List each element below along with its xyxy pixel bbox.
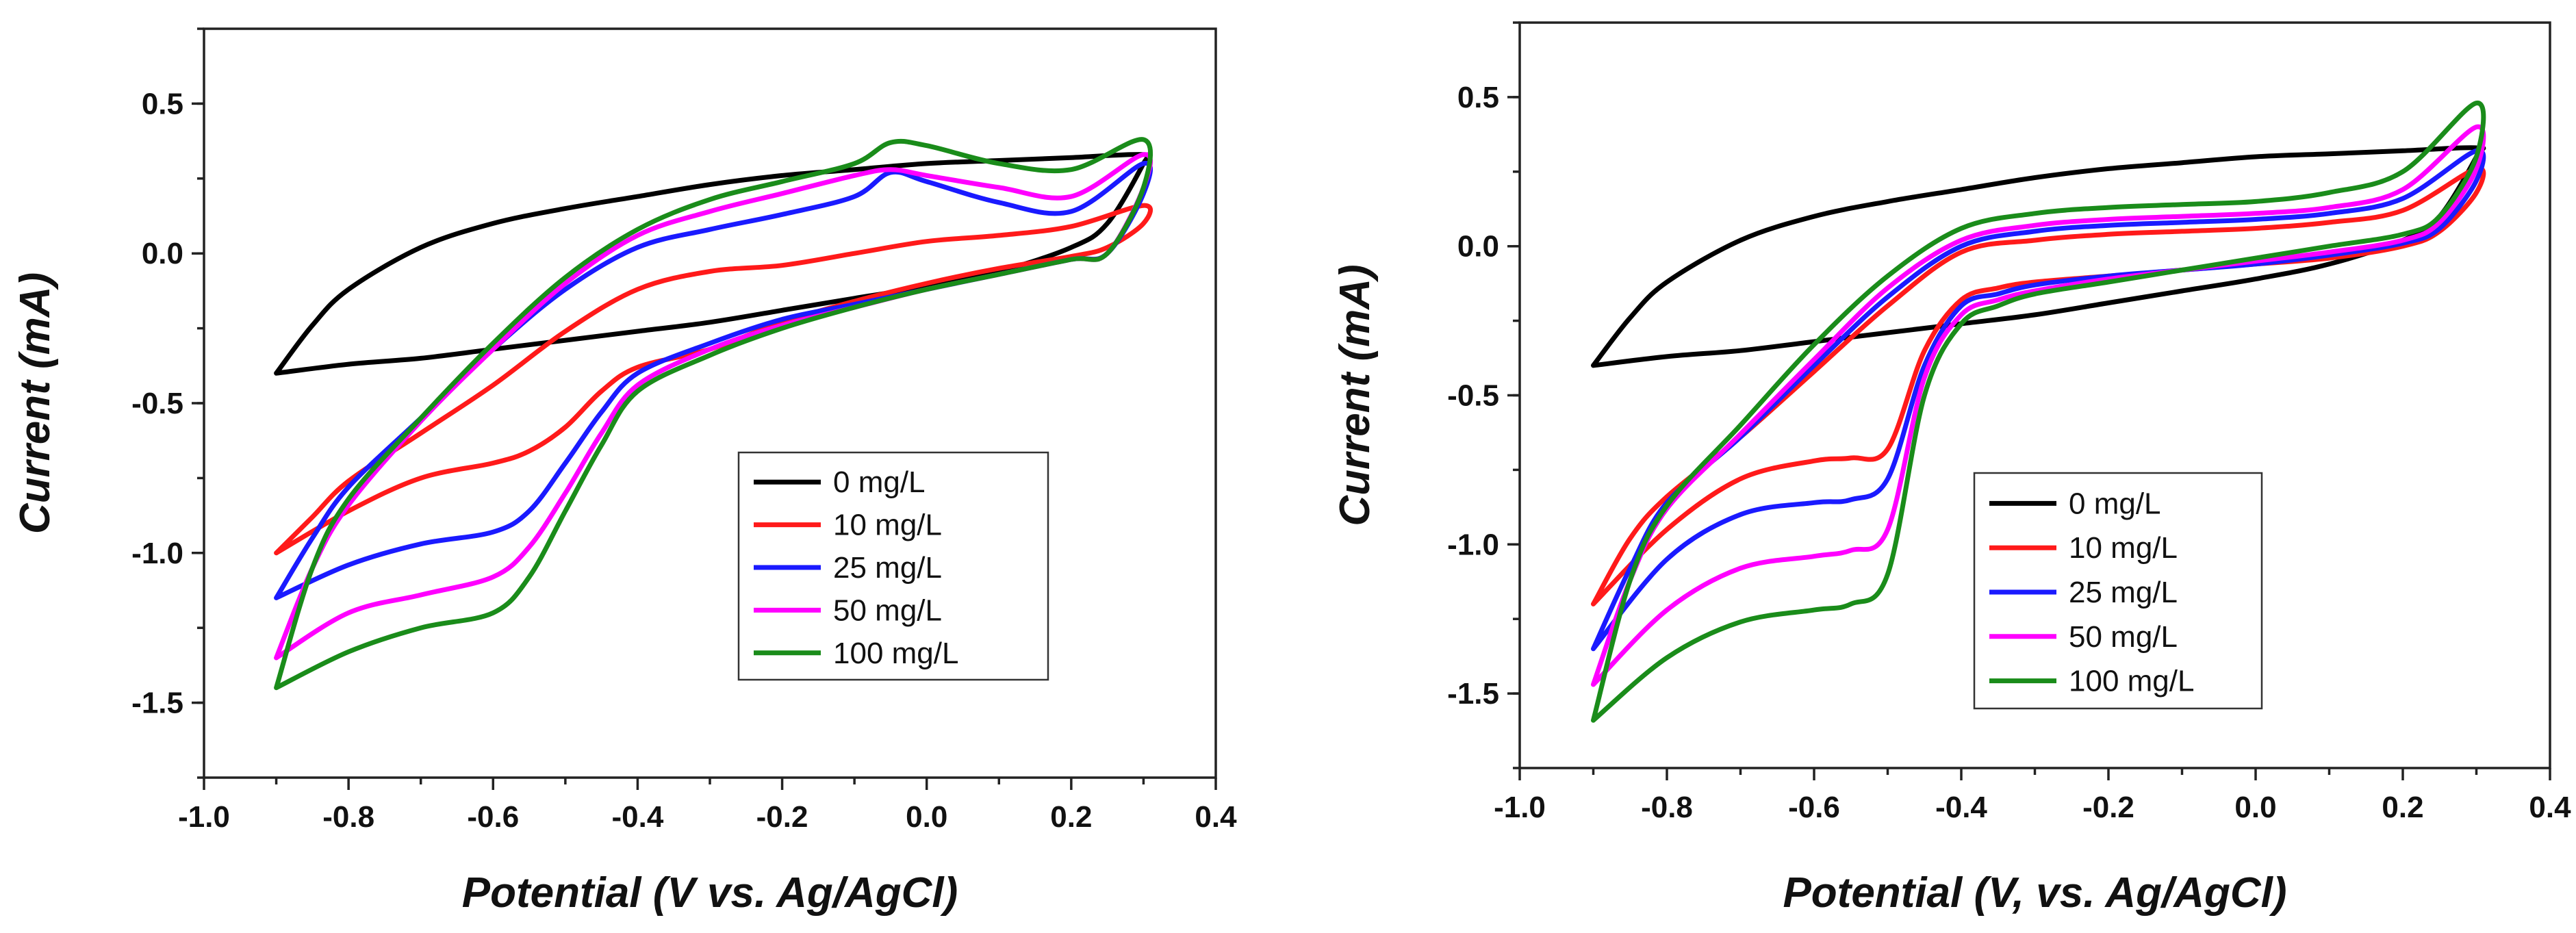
x-tick-label: -0.8 — [1641, 791, 1693, 824]
x-tick-label: -1.0 — [1494, 791, 1546, 824]
x-tick-label: -0.2 — [2082, 791, 2134, 824]
x-tick-label: -1.0 — [178, 800, 230, 834]
y-tick-label: -1.0 — [131, 537, 183, 570]
y-tick-label: 0.5 — [142, 87, 183, 120]
x-tick-label: 0.4 — [2529, 791, 2571, 824]
x-tick-label: -0.2 — [756, 800, 808, 834]
y-tick-label: -0.5 — [131, 387, 183, 420]
x-axis-title: Potential (V vs. Ag/AgCl) — [462, 869, 958, 917]
chart-panel-1: -1.0 -0.8 -0.6 -0.4 -0.2 0.0 0.2 0.4 0.5 0.0 -0.5 -… — [12, 27, 1237, 917]
y-tick-label: 0.5 — [1457, 81, 1499, 114]
y-tick-label: -0.5 — [1447, 379, 1499, 413]
x-axis-title: Potential (V, vs. Ag/AgCl) — [1783, 869, 2286, 917]
x-tick-label: 0.0 — [2234, 791, 2276, 824]
legend-label: 50 mg/L — [2069, 620, 2178, 654]
x-tick-label: -0.8 — [322, 800, 374, 834]
y-tick-label: -1.5 — [1447, 677, 1499, 711]
y-tick-label: -1.5 — [131, 687, 183, 720]
series-line-50-mg-l — [1591, 124, 2486, 687]
legend-label: 100 mg/L — [833, 637, 958, 670]
y-axis-title: Current (mA) — [1331, 264, 1379, 526]
legend-label: 100 mg/L — [2069, 665, 2194, 698]
legend-label: 10 mg/L — [2069, 531, 2178, 565]
legend-label: 0 mg/L — [833, 465, 926, 499]
legend-label: 0 mg/L — [2069, 487, 2161, 520]
plot-frame — [203, 27, 1217, 779]
y-axis-title: Current (mA) — [12, 272, 59, 534]
series-line-100-mg-l — [274, 137, 1153, 691]
x-tick-label: -0.4 — [1935, 791, 1987, 824]
legend-label: 10 mg/L — [833, 509, 942, 542]
y-tick-label: 0.0 — [142, 237, 183, 270]
legend-label: 50 mg/L — [833, 593, 942, 627]
x-tick-label: 0.0 — [906, 800, 947, 834]
legend-label: 25 mg/L — [833, 551, 942, 585]
y-tick-label: 0.0 — [1457, 230, 1499, 264]
x-tick-label: -0.6 — [467, 800, 519, 834]
series-line-10-mg-l — [1591, 166, 2486, 606]
x-tick-label: -0.4 — [612, 800, 664, 834]
x-tick-label: -0.6 — [1788, 791, 1840, 824]
y-tick-label: -1.0 — [1447, 528, 1499, 561]
series-line-25-mg-l — [1591, 148, 2486, 652]
series-line-10-mg-l — [274, 203, 1153, 556]
legend-label: 25 mg/L — [2069, 576, 2178, 609]
chart-panel-2: -1.0 -0.8 -0.6 -0.4 -0.2 0.0 0.2 0.4 0.5 0.0 -0.5 -… — [1331, 21, 2571, 917]
x-tick-label: 0.2 — [2382, 791, 2423, 824]
x-tick-label: 0.4 — [1195, 800, 1237, 834]
series-line-100-mg-l — [1591, 101, 2486, 723]
x-tick-label: 0.2 — [1050, 800, 1092, 834]
